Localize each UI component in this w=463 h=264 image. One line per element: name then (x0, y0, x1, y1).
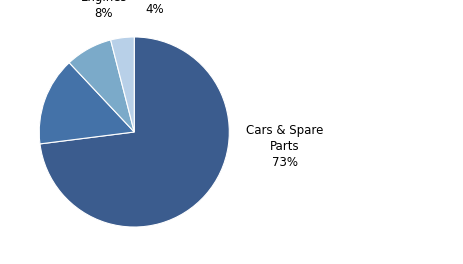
Wedge shape (111, 37, 134, 132)
Text: Engines
8%: Engines 8% (81, 0, 127, 20)
Wedge shape (40, 37, 229, 227)
Wedge shape (39, 63, 134, 144)
Text: Other
4%: Other 4% (138, 0, 172, 16)
Wedge shape (69, 40, 134, 132)
Text: Cars & Spare
Parts
73%: Cars & Spare Parts 73% (246, 124, 324, 169)
